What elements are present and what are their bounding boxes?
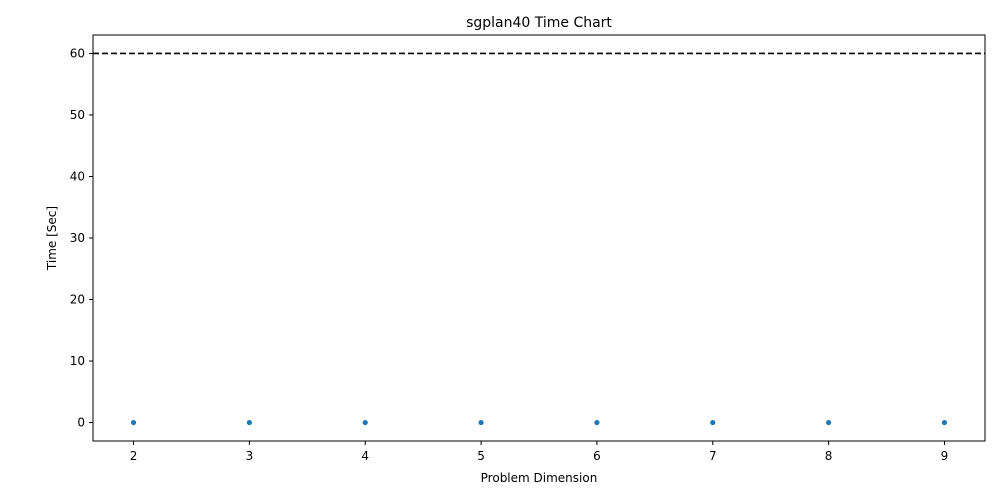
y-tick-label: 60 xyxy=(70,46,85,60)
y-tick-label: 30 xyxy=(70,231,85,245)
data-point xyxy=(941,419,948,426)
y-tick-label: 20 xyxy=(70,293,85,307)
plot-area xyxy=(93,52,985,426)
data-point xyxy=(478,419,484,426)
x-tick-label: 2 xyxy=(130,449,138,463)
x-tick-label: 6 xyxy=(593,449,601,463)
x-axis-label: Problem Dimension xyxy=(481,471,598,485)
y-axis-label: Time [Sec] xyxy=(45,206,59,271)
data-point xyxy=(710,419,716,426)
data-point xyxy=(130,419,137,426)
plot-frame xyxy=(92,34,986,442)
x-axis: 2 3 4 5 6 7 8 9 xyxy=(130,441,949,463)
x-tick-label: 8 xyxy=(825,449,833,463)
y-tick-label: 10 xyxy=(70,354,85,368)
data-point xyxy=(362,419,368,426)
x-tick-label: 5 xyxy=(477,449,485,463)
chart-title: sgplan40 Time Chart xyxy=(466,15,612,31)
y-tick-label: 0 xyxy=(77,416,85,430)
x-tick-label: 9 xyxy=(941,449,949,463)
x-tick-label: 3 xyxy=(246,449,254,463)
data-point xyxy=(594,419,600,426)
y-tick-label: 50 xyxy=(70,108,85,122)
x-tick-label: 7 xyxy=(709,449,717,463)
data-point xyxy=(826,419,832,426)
data-point xyxy=(246,419,252,426)
x-tick-label: 4 xyxy=(361,449,369,463)
y-axis: 0 10 20 30 40 50 60 xyxy=(70,46,93,430)
y-tick-label: 40 xyxy=(70,169,85,183)
